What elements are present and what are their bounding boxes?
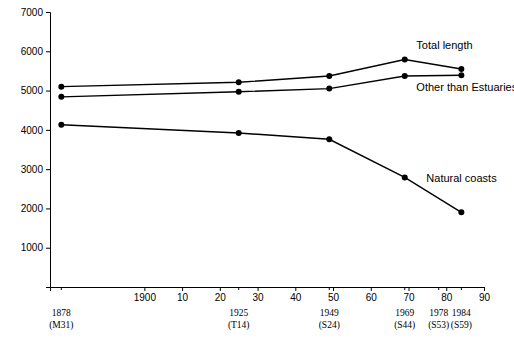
era-label: (S53) [428, 320, 449, 331]
y-tick-label: 7000 [21, 7, 44, 18]
x-tick: 40 [290, 287, 302, 303]
series-label: Natural coasts [426, 172, 497, 184]
era-label: (T14) [228, 320, 250, 331]
era-label: (M31) [49, 320, 73, 331]
series-marker [58, 94, 64, 100]
x-tick-label: 90 [479, 292, 491, 303]
y-tick-mark [46, 51, 50, 52]
y-tick: 7000 [21, 7, 50, 18]
y-tick: 2000 [21, 203, 50, 214]
x-tick: 70 [403, 287, 415, 303]
y-axis-line [46, 13, 51, 288]
x-tick-label: 30 [253, 292, 265, 303]
year-label: 1969 [395, 308, 414, 318]
series-marker [402, 57, 408, 63]
x-tick-label: 80 [441, 292, 453, 303]
x-tick-label: 60 [366, 292, 378, 303]
year-tick [461, 287, 462, 290]
x-axis: 1900 10 20 30 40 50 60 70 80 90 [51, 287, 491, 303]
x-tick: 90 [479, 287, 491, 303]
series-label: Other than Estuaries [416, 81, 514, 93]
series-group [58, 57, 464, 216]
chart: 1000 2000 3000 4000 5000 6000 7000 1900 10 20 30 40… [0, 0, 514, 342]
series-marker [402, 174, 408, 180]
year-label: 1984 [452, 308, 471, 318]
y-tick-label: 4000 [21, 125, 44, 136]
x-tick-mark [333, 287, 334, 291]
y-tick-label: 3000 [21, 164, 44, 175]
series-marker [402, 73, 408, 79]
year-labels: 1878 (M31) 1925 (T14) 1949 (S24) 1969 (S44) 1978… [49, 287, 472, 331]
era-label: (S59) [451, 320, 472, 331]
era-label: (S44) [394, 320, 415, 331]
plot: 1000 2000 3000 4000 5000 6000 7000 1900 10 20 30 40… [21, 7, 514, 331]
x-tick-mark [446, 287, 447, 291]
year-tick [238, 287, 239, 290]
series-marker [58, 84, 64, 90]
year-label: 1925 [229, 308, 248, 318]
y-tick-label: 6000 [21, 46, 44, 57]
x-tick: 50 [328, 287, 340, 303]
year-tick [404, 287, 405, 290]
y-tick: 1000 [21, 242, 50, 253]
y-tick: 5000 [21, 85, 50, 96]
y-tick-mark [46, 169, 50, 170]
x-tick: 60 [366, 287, 378, 303]
year-label: 1949 [320, 308, 339, 318]
series-line [61, 125, 461, 213]
x-tick-label: 50 [328, 292, 340, 303]
y-tick-mark [46, 91, 50, 92]
x-tick-label: 1900 [134, 292, 157, 303]
series-marker [326, 136, 332, 142]
x-tick-mark [144, 287, 145, 291]
year-tick [329, 287, 330, 290]
x-tick-mark [182, 287, 183, 291]
y-tick: 6000 [21, 46, 50, 57]
y-tick-label: 5000 [21, 85, 44, 96]
x-tick: 10 [177, 287, 189, 303]
series-marker [458, 209, 464, 215]
y-tick-mark [46, 248, 50, 249]
series-marker [236, 89, 242, 95]
x-tick: 80 [441, 287, 453, 303]
year-label: 1878 [52, 308, 71, 318]
x-tick-mark [484, 287, 485, 291]
y-tick: 4000 [21, 125, 50, 136]
era-label: (S24) [319, 320, 340, 331]
year-tick [438, 287, 439, 290]
year-tick [61, 287, 62, 290]
series-labels: Total length Other than Estuaries Natural … [416, 39, 514, 184]
series-marker [236, 130, 242, 136]
x-tick-mark [258, 287, 259, 291]
y-tick-mark [46, 208, 50, 209]
x-tick: 30 [253, 287, 265, 303]
x-tick-label: 20 [215, 292, 227, 303]
x-tick-label: 70 [403, 292, 415, 303]
x-tick-mark [220, 287, 221, 291]
series-label: Total length [416, 39, 472, 51]
series-marker [458, 66, 464, 72]
series-line [61, 75, 461, 97]
x-tick-mark [295, 287, 296, 291]
series-marker [326, 86, 332, 92]
series-marker [58, 122, 64, 128]
series-marker [236, 79, 242, 85]
x-tick-label: 40 [290, 292, 302, 303]
year-label: 1978 [429, 308, 448, 318]
y-tick-mark [46, 12, 50, 13]
x-tick-mark [409, 287, 410, 291]
x-tick: 1900 [134, 287, 157, 303]
y-tick-label: 2000 [21, 203, 44, 214]
x-axis-line [51, 288, 485, 292]
series-marker [458, 72, 464, 78]
series-marker [326, 73, 332, 79]
x-tick-mark [371, 287, 372, 291]
x-tick-label: 10 [177, 292, 189, 303]
x-tick: 20 [215, 287, 227, 303]
y-tick: 3000 [21, 164, 50, 175]
y-axis: 1000 2000 3000 4000 5000 6000 7000 [21, 7, 51, 288]
series-line [61, 60, 461, 87]
y-tick-mark [46, 130, 50, 131]
y-tick-label: 1000 [21, 242, 44, 253]
